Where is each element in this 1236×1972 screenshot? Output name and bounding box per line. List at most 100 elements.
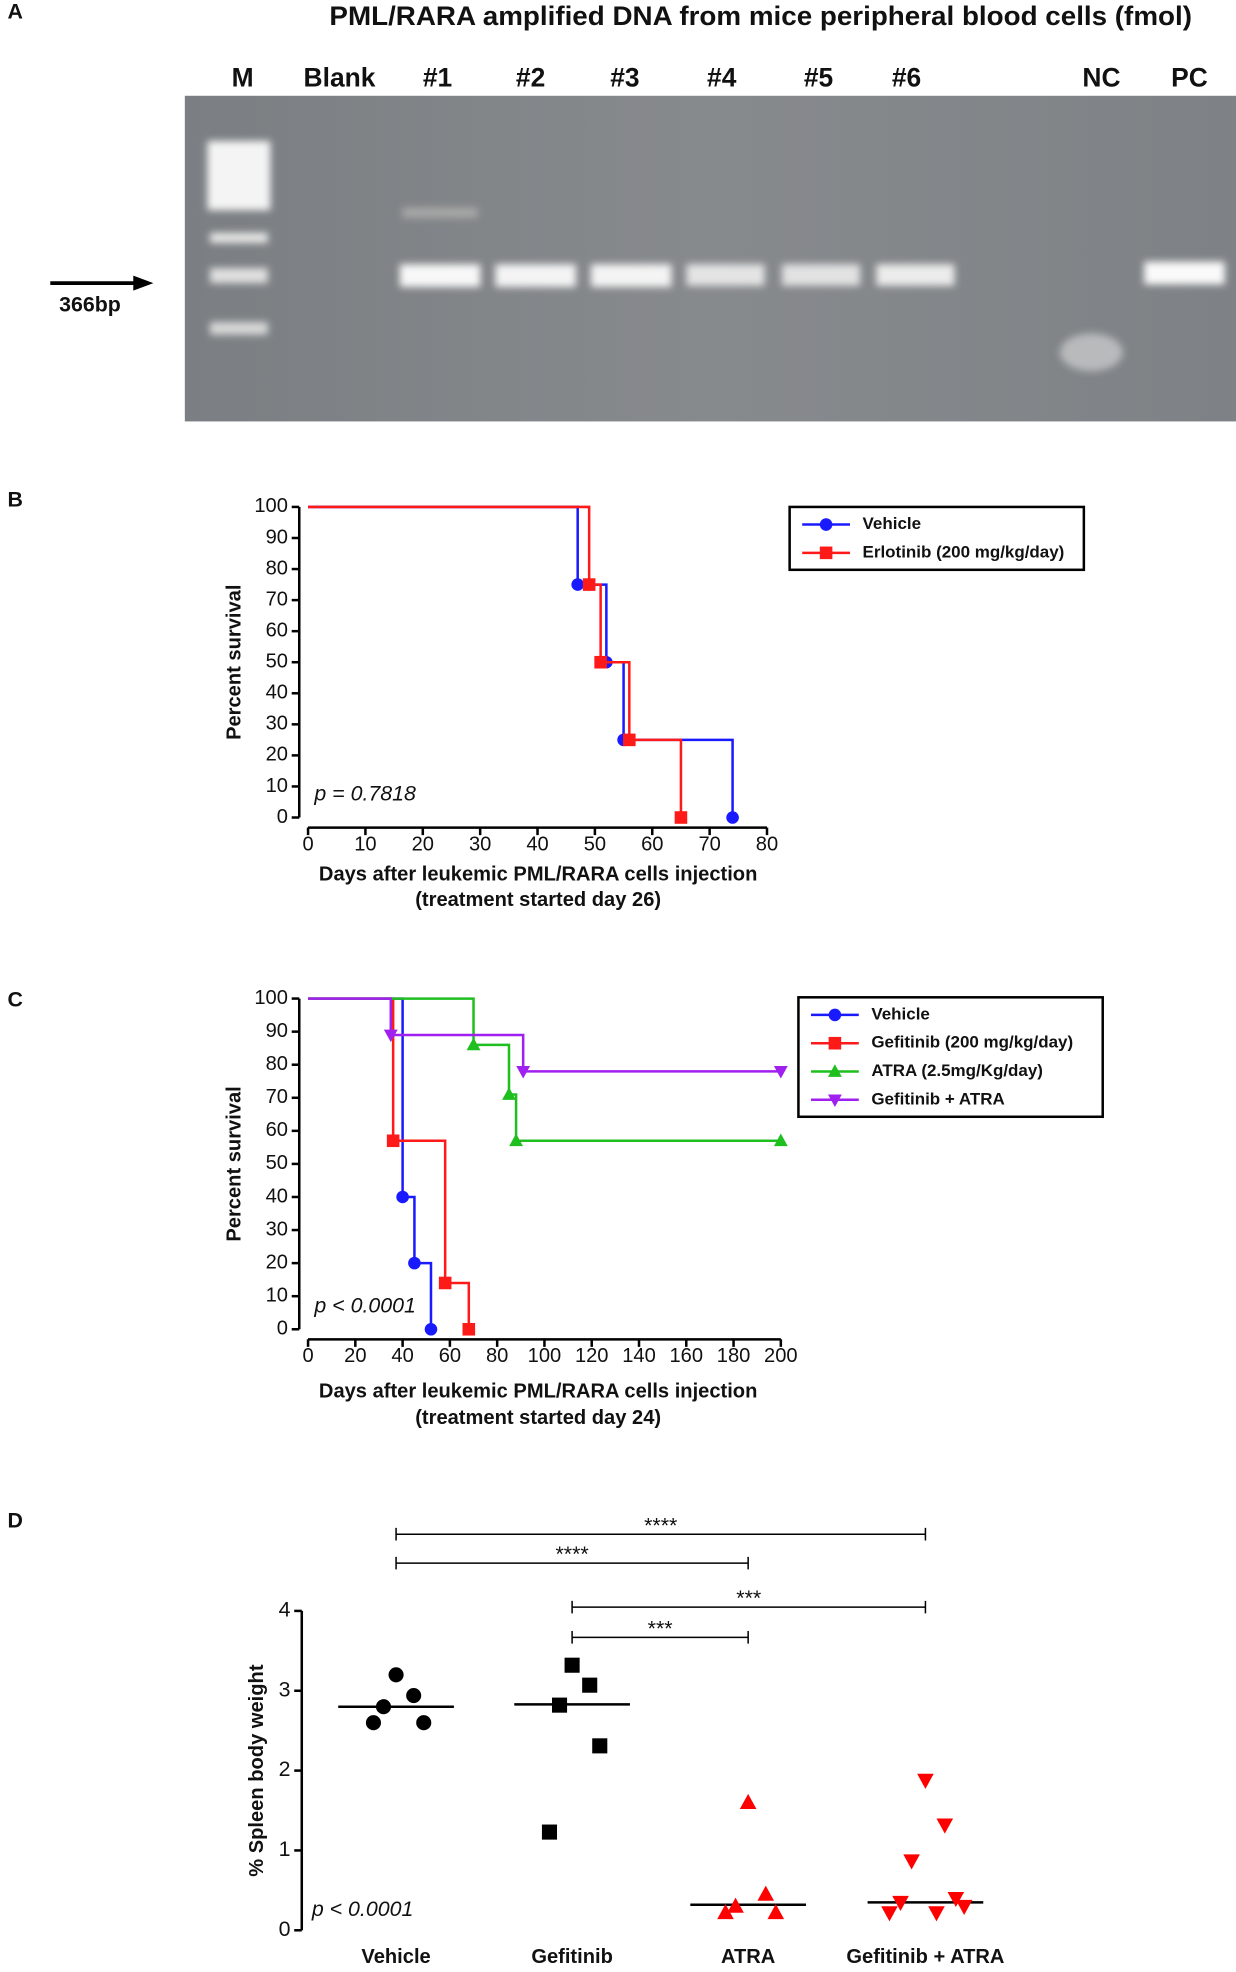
y-tick-label: 80 <box>266 557 288 579</box>
y-tick-label: 4 <box>279 1598 291 1622</box>
legend-label: Vehicle <box>871 1004 930 1023</box>
marker <box>375 1699 392 1715</box>
y-tick-label: 20 <box>266 1251 288 1273</box>
marker <box>726 811 739 824</box>
marker <box>551 1697 568 1713</box>
marker <box>416 1715 432 1731</box>
marker <box>462 1322 476 1336</box>
x-tick-label: Vehicle <box>361 1946 430 1968</box>
x-tick-label: 80 <box>486 1345 508 1367</box>
x-tick-label: 20 <box>344 1345 366 1367</box>
marker <box>592 1738 608 1754</box>
y-tick-label: 10 <box>266 775 288 797</box>
marker <box>516 1065 531 1079</box>
p-value: p = 0.7818 <box>313 782 416 806</box>
marker <box>773 1133 788 1147</box>
band <box>782 264 861 286</box>
lane-label: NC <box>1082 62 1120 92</box>
survival-curve <box>308 505 734 818</box>
y-tick-label: 40 <box>266 1185 288 1207</box>
x-axis-label: Days after leukemic PML/RARA cells injec… <box>319 1380 757 1402</box>
y-tick-label: 40 <box>266 682 288 704</box>
y-tick-label: 70 <box>266 588 288 610</box>
y-axis-label: Percent survival <box>223 1086 245 1241</box>
marker <box>623 733 636 747</box>
marker <box>564 1657 580 1673</box>
marker <box>674 811 688 824</box>
x-tick-label: 160 <box>669 1345 703 1367</box>
y-axis-label: Percent survival <box>223 585 245 740</box>
marker <box>502 1087 516 1100</box>
lane-label: #4 <box>707 62 737 92</box>
marker <box>727 1897 744 1913</box>
lane-label: #6 <box>892 62 921 92</box>
marker <box>466 1037 481 1051</box>
survival-curve <box>308 997 433 1330</box>
x-axis-note: (treatment started day 26) <box>415 889 661 911</box>
y-tick-label: 50 <box>266 651 288 673</box>
x-tick-label: 40 <box>526 833 548 855</box>
y-tick-label: 3 <box>279 1677 291 1701</box>
y-tick-label: 90 <box>266 1020 288 1042</box>
survival-curve <box>308 997 781 1143</box>
marker <box>827 1094 842 1108</box>
significance-label: **** <box>555 1542 588 1566</box>
marker <box>955 1899 973 1916</box>
x-tick-label: 30 <box>469 833 491 855</box>
y-tick-label: 30 <box>266 1218 288 1240</box>
ladder-band <box>209 232 268 243</box>
gel-bands <box>207 141 1225 372</box>
x-tick-label: 80 <box>756 833 778 855</box>
y-tick-label: 90 <box>266 526 288 548</box>
marker <box>388 1667 404 1683</box>
marker <box>767 1904 785 1920</box>
primer-dimer <box>1059 333 1123 372</box>
marker <box>903 1854 920 1870</box>
x-tick-label: 0 <box>302 1345 313 1367</box>
legend-label: ATRA (2.5mg/Kg/day) <box>871 1061 1043 1080</box>
marker <box>892 1895 909 1912</box>
x-tick-label: 60 <box>641 833 663 855</box>
marker <box>819 518 833 531</box>
band <box>399 264 481 287</box>
marker <box>773 1065 788 1079</box>
x-tick-label: Gefitinib <box>531 1946 613 1968</box>
significance-bracket <box>571 1631 749 1644</box>
x-tick-label: 70 <box>698 833 720 855</box>
y-tick-label: 0 <box>277 1318 288 1340</box>
x-tick-label: 50 <box>584 833 606 855</box>
y-tick-label: 30 <box>266 713 288 735</box>
panel-letter: D <box>8 1508 23 1532</box>
marker <box>936 1818 954 1834</box>
band-size-label: 366bp <box>59 292 121 316</box>
marker <box>757 1885 775 1901</box>
band <box>402 207 478 218</box>
legend-box <box>788 505 1086 572</box>
lane-label: #5 <box>804 62 833 92</box>
marker <box>947 1891 965 1908</box>
x-tick-label: 40 <box>391 1345 413 1367</box>
x-tick-label: 200 <box>764 1345 798 1367</box>
y-tick-label: 100 <box>254 495 288 517</box>
x-tick-label: 60 <box>439 1345 461 1367</box>
marker <box>881 1906 898 1922</box>
marker <box>594 655 607 669</box>
marker <box>928 1906 945 1922</box>
panel-letter: A <box>8 0 23 23</box>
lane-label: Blank <box>304 62 376 92</box>
x-axis-label: Days after leukemic PML/RARA cells injec… <box>319 864 757 886</box>
x-axis-note: (treatment started day 24) <box>415 1407 661 1429</box>
x-tick-label: 0 <box>302 833 313 855</box>
significance-label: **** <box>644 1513 677 1537</box>
significance-label: *** <box>648 1616 673 1640</box>
marker <box>827 1064 842 1077</box>
x-tick-label: 20 <box>412 833 434 855</box>
legend-label: Gefitinib + ATRA <box>871 1089 1004 1108</box>
band <box>495 264 576 287</box>
marker <box>406 1688 422 1704</box>
marker <box>819 546 833 560</box>
marker <box>386 1134 400 1148</box>
panel-letter: B <box>8 487 23 511</box>
